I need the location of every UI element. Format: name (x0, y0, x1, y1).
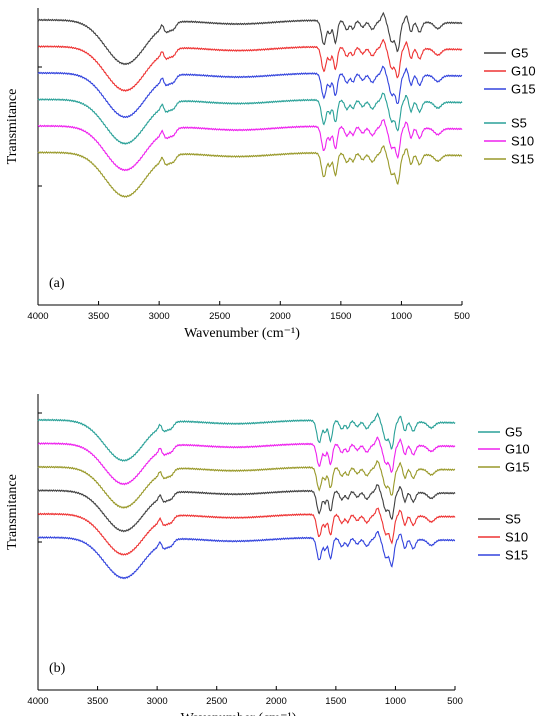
x-tick-label: 2000 (270, 311, 291, 322)
x-tick-label: 2500 (206, 696, 227, 707)
legend-label-s10: S10 (505, 530, 528, 545)
y-axis-label: Transmitance (5, 474, 20, 550)
x-tick-label: 500 (454, 311, 470, 322)
panel-label: (b) (49, 661, 66, 676)
x-tick-label: 1000 (391, 311, 412, 322)
x-tick-label: 1500 (325, 696, 346, 707)
series-line-g15 (37, 65, 463, 119)
legend-label-s15: S15 (505, 548, 528, 563)
x-tick-label: 3000 (149, 311, 170, 322)
legend-label-s15: S15 (511, 152, 534, 167)
series-line-g10 (38, 38, 463, 92)
x-tick-label: 3500 (87, 696, 108, 707)
series-line-s10 (37, 118, 463, 172)
legend-label-g15: G15 (511, 82, 536, 97)
series-line-g5 (37, 11, 463, 66)
series-line-g10 (38, 436, 456, 486)
x-tick-label: 1500 (330, 311, 351, 322)
legend-label-g10: G10 (511, 64, 536, 79)
legend-label-g15: G15 (505, 460, 530, 475)
panel-label: (a) (49, 276, 65, 291)
y-axis-label: Transmitance (5, 89, 20, 165)
series-line-s5 (37, 92, 463, 145)
x-tick-label: 2000 (266, 696, 287, 707)
legend-label-g5: G5 (511, 46, 528, 61)
legend-label-s5: S5 (511, 116, 527, 131)
x-tick-label: 4000 (27, 311, 48, 322)
legend-label-s10: S10 (511, 134, 534, 149)
legend-label-g5: G5 (505, 425, 522, 440)
x-axis-label: Wavenumber (cm⁻¹) (181, 711, 297, 716)
x-tick-label: 2500 (209, 311, 230, 322)
chart-panel-a: 4000 3500 3000 2500 2000 1500 1000 500 Wavenumbe… (5, 8, 536, 341)
x-tick-label: 4000 (27, 696, 48, 707)
legend-label-s5: S5 (505, 512, 521, 527)
series-line-g15 (37, 460, 456, 509)
x-tick-label: 500 (447, 696, 463, 707)
series-line-s5 (37, 483, 456, 533)
series-line-s15 (37, 530, 456, 580)
series-line-g5 (37, 412, 456, 462)
x-axis-label: Wavenumber (cm⁻¹) (184, 326, 300, 341)
x-tick-label: 3000 (147, 696, 168, 707)
series-line-s10 (37, 507, 456, 556)
legend-label-g10: G10 (505, 442, 530, 457)
x-tick-label: 1000 (385, 696, 406, 707)
x-tick-label: 3500 (88, 311, 109, 322)
chart-panel-b: 4000 3500 3000 2500 2000 1500 1000 500 Wavenumbe… (5, 394, 530, 716)
series-line-s15 (37, 145, 463, 198)
